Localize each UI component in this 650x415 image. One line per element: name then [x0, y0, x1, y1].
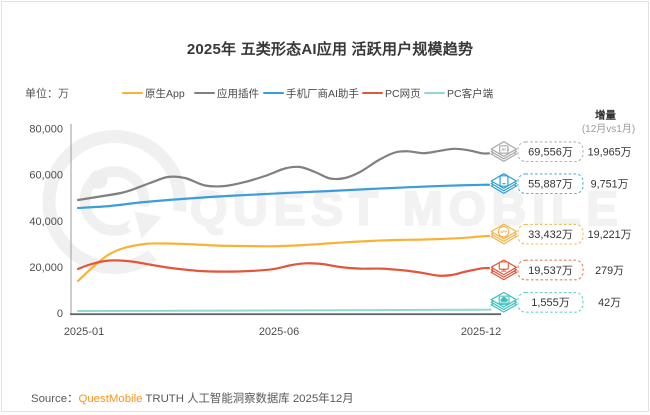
- svg-text:2025-12: 2025-12: [461, 326, 501, 338]
- svg-text:0: 0: [57, 308, 63, 320]
- svg-text:增量: 增量: [595, 109, 616, 122]
- svg-text:40,000: 40,000: [29, 216, 63, 228]
- svg-text:(12月vs1月): (12月vs1月): [582, 123, 635, 135]
- svg-text:33,432万: 33,432万: [528, 229, 573, 241]
- svg-text:19,221万: 19,221万: [588, 229, 632, 241]
- svg-text:19,537万: 19,537万: [528, 265, 573, 277]
- svg-text:60,000: 60,000: [29, 170, 63, 182]
- svg-text:80,000: 80,000: [29, 123, 63, 135]
- svg-text:APP: APP: [500, 230, 508, 234]
- svg-text:1,555万: 1,555万: [531, 297, 570, 309]
- svg-text:AI: AI: [501, 147, 505, 152]
- svg-text:55,887万: 55,887万: [528, 179, 573, 191]
- svg-text:2025-01: 2025-01: [64, 326, 104, 338]
- svg-text:2025-06: 2025-06: [259, 326, 299, 338]
- svg-text:279万: 279万: [595, 265, 624, 277]
- svg-text:20,000: 20,000: [29, 262, 63, 274]
- svg-text:42万: 42万: [598, 297, 621, 309]
- svg-text:19,965万: 19,965万: [588, 147, 632, 159]
- svg-text:69,556万: 69,556万: [528, 147, 573, 159]
- svg-text:9,751万: 9,751万: [591, 179, 629, 191]
